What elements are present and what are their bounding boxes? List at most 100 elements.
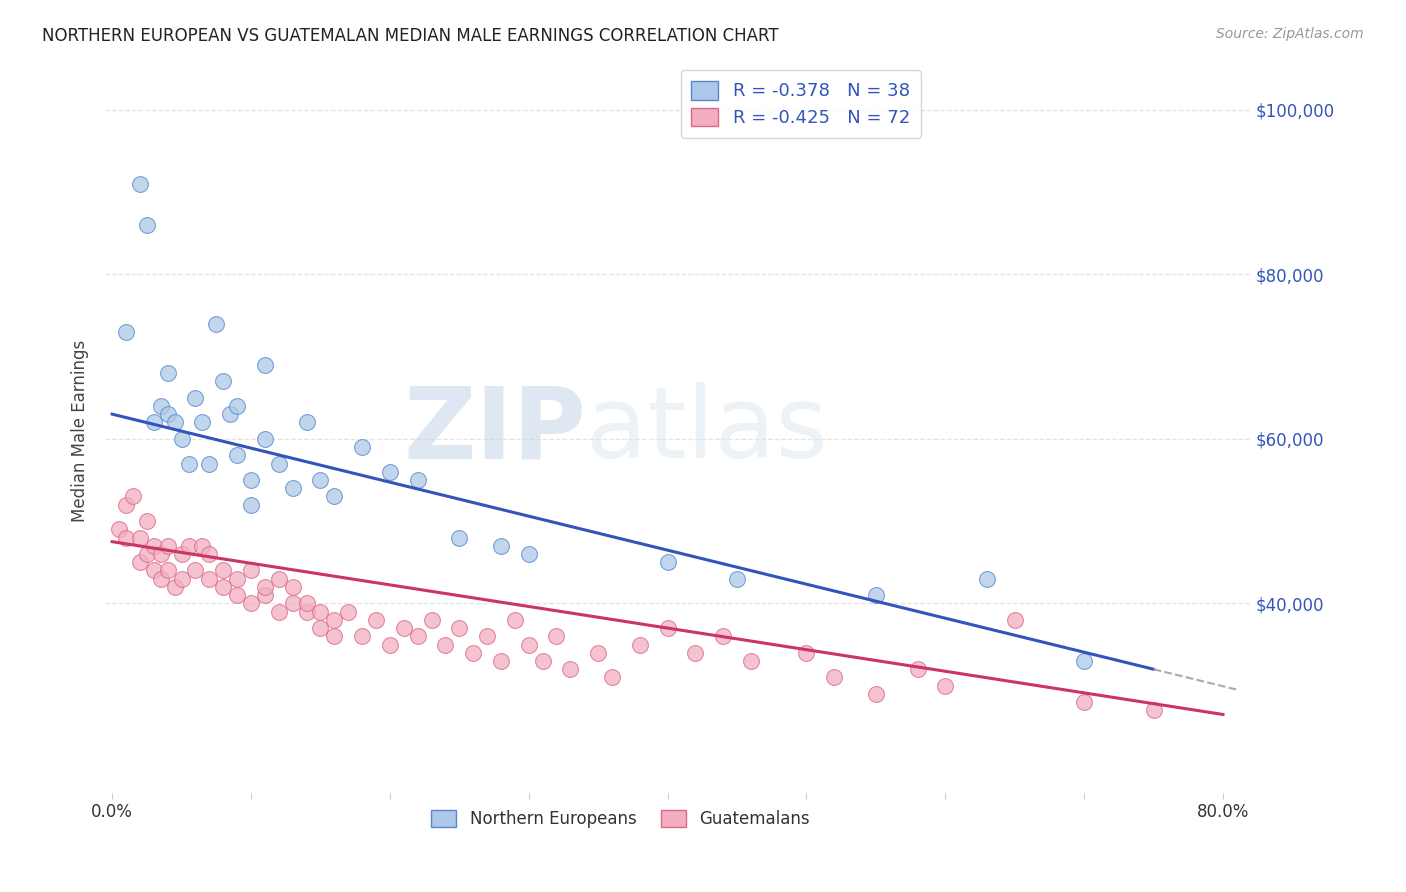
Point <box>156 366 179 380</box>
Point <box>323 613 346 627</box>
Point <box>600 670 623 684</box>
Point <box>163 580 186 594</box>
Point <box>253 358 276 372</box>
Point <box>657 621 679 635</box>
Point <box>560 662 582 676</box>
Point <box>531 654 554 668</box>
Point <box>352 629 374 643</box>
Point <box>108 522 131 536</box>
Point <box>177 457 200 471</box>
Point <box>170 572 193 586</box>
Point <box>226 588 249 602</box>
Point <box>253 580 276 594</box>
Point <box>503 613 526 627</box>
Point <box>156 407 179 421</box>
Point <box>295 605 318 619</box>
Point <box>191 415 214 429</box>
Point <box>392 621 415 635</box>
Point <box>281 481 304 495</box>
Point <box>323 629 346 643</box>
Point <box>198 572 221 586</box>
Point <box>205 317 228 331</box>
Point <box>685 646 707 660</box>
Legend: Northern Europeans, Guatemalans: Northern Europeans, Guatemalans <box>425 804 817 835</box>
Point <box>267 457 290 471</box>
Point <box>122 490 145 504</box>
Point <box>212 564 235 578</box>
Point <box>135 547 157 561</box>
Point <box>149 572 172 586</box>
Point <box>295 596 318 610</box>
Point <box>135 218 157 232</box>
Point <box>711 629 734 643</box>
Point <box>184 391 207 405</box>
Point <box>135 514 157 528</box>
Point <box>823 670 845 684</box>
Point <box>142 564 165 578</box>
Point <box>170 432 193 446</box>
Point <box>170 547 193 561</box>
Point <box>907 662 929 676</box>
Point <box>976 572 998 586</box>
Point <box>546 629 568 643</box>
Point <box>240 564 263 578</box>
Point <box>323 490 346 504</box>
Point <box>517 638 540 652</box>
Point <box>149 547 172 561</box>
Point <box>212 374 235 388</box>
Point <box>149 399 172 413</box>
Point <box>281 580 304 594</box>
Point <box>865 687 887 701</box>
Point <box>156 564 179 578</box>
Point <box>406 473 429 487</box>
Point <box>212 580 235 594</box>
Point <box>129 177 152 191</box>
Point <box>352 440 374 454</box>
Point <box>1073 654 1095 668</box>
Point <box>129 555 152 569</box>
Point <box>934 679 956 693</box>
Point <box>240 473 263 487</box>
Point <box>226 572 249 586</box>
Point <box>1142 703 1164 717</box>
Text: atlas: atlas <box>586 382 828 479</box>
Point <box>142 415 165 429</box>
Point <box>115 325 138 339</box>
Point <box>657 555 679 569</box>
Point <box>142 539 165 553</box>
Point <box>434 638 457 652</box>
Point <box>475 629 498 643</box>
Point <box>378 465 401 479</box>
Point <box>267 605 290 619</box>
Point <box>240 596 263 610</box>
Point <box>295 415 318 429</box>
Point <box>378 638 401 652</box>
Point <box>1004 613 1026 627</box>
Point <box>115 498 138 512</box>
Point <box>740 654 762 668</box>
Point <box>226 399 249 413</box>
Point <box>796 646 818 660</box>
Point <box>865 588 887 602</box>
Point <box>184 564 207 578</box>
Point <box>489 539 512 553</box>
Point <box>191 539 214 553</box>
Y-axis label: Median Male Earnings: Median Male Earnings <box>72 340 89 522</box>
Point <box>517 547 540 561</box>
Point <box>489 654 512 668</box>
Point <box>463 646 485 660</box>
Point <box>309 473 332 487</box>
Point <box>449 531 471 545</box>
Point <box>364 613 387 627</box>
Text: ZIP: ZIP <box>404 382 586 479</box>
Point <box>281 596 304 610</box>
Point <box>725 572 748 586</box>
Point <box>267 572 290 586</box>
Point <box>628 638 651 652</box>
Point <box>309 621 332 635</box>
Text: NORTHERN EUROPEAN VS GUATEMALAN MEDIAN MALE EARNINGS CORRELATION CHART: NORTHERN EUROPEAN VS GUATEMALAN MEDIAN M… <box>42 27 779 45</box>
Point <box>449 621 471 635</box>
Point <box>240 498 263 512</box>
Point <box>219 407 242 421</box>
Point <box>420 613 443 627</box>
